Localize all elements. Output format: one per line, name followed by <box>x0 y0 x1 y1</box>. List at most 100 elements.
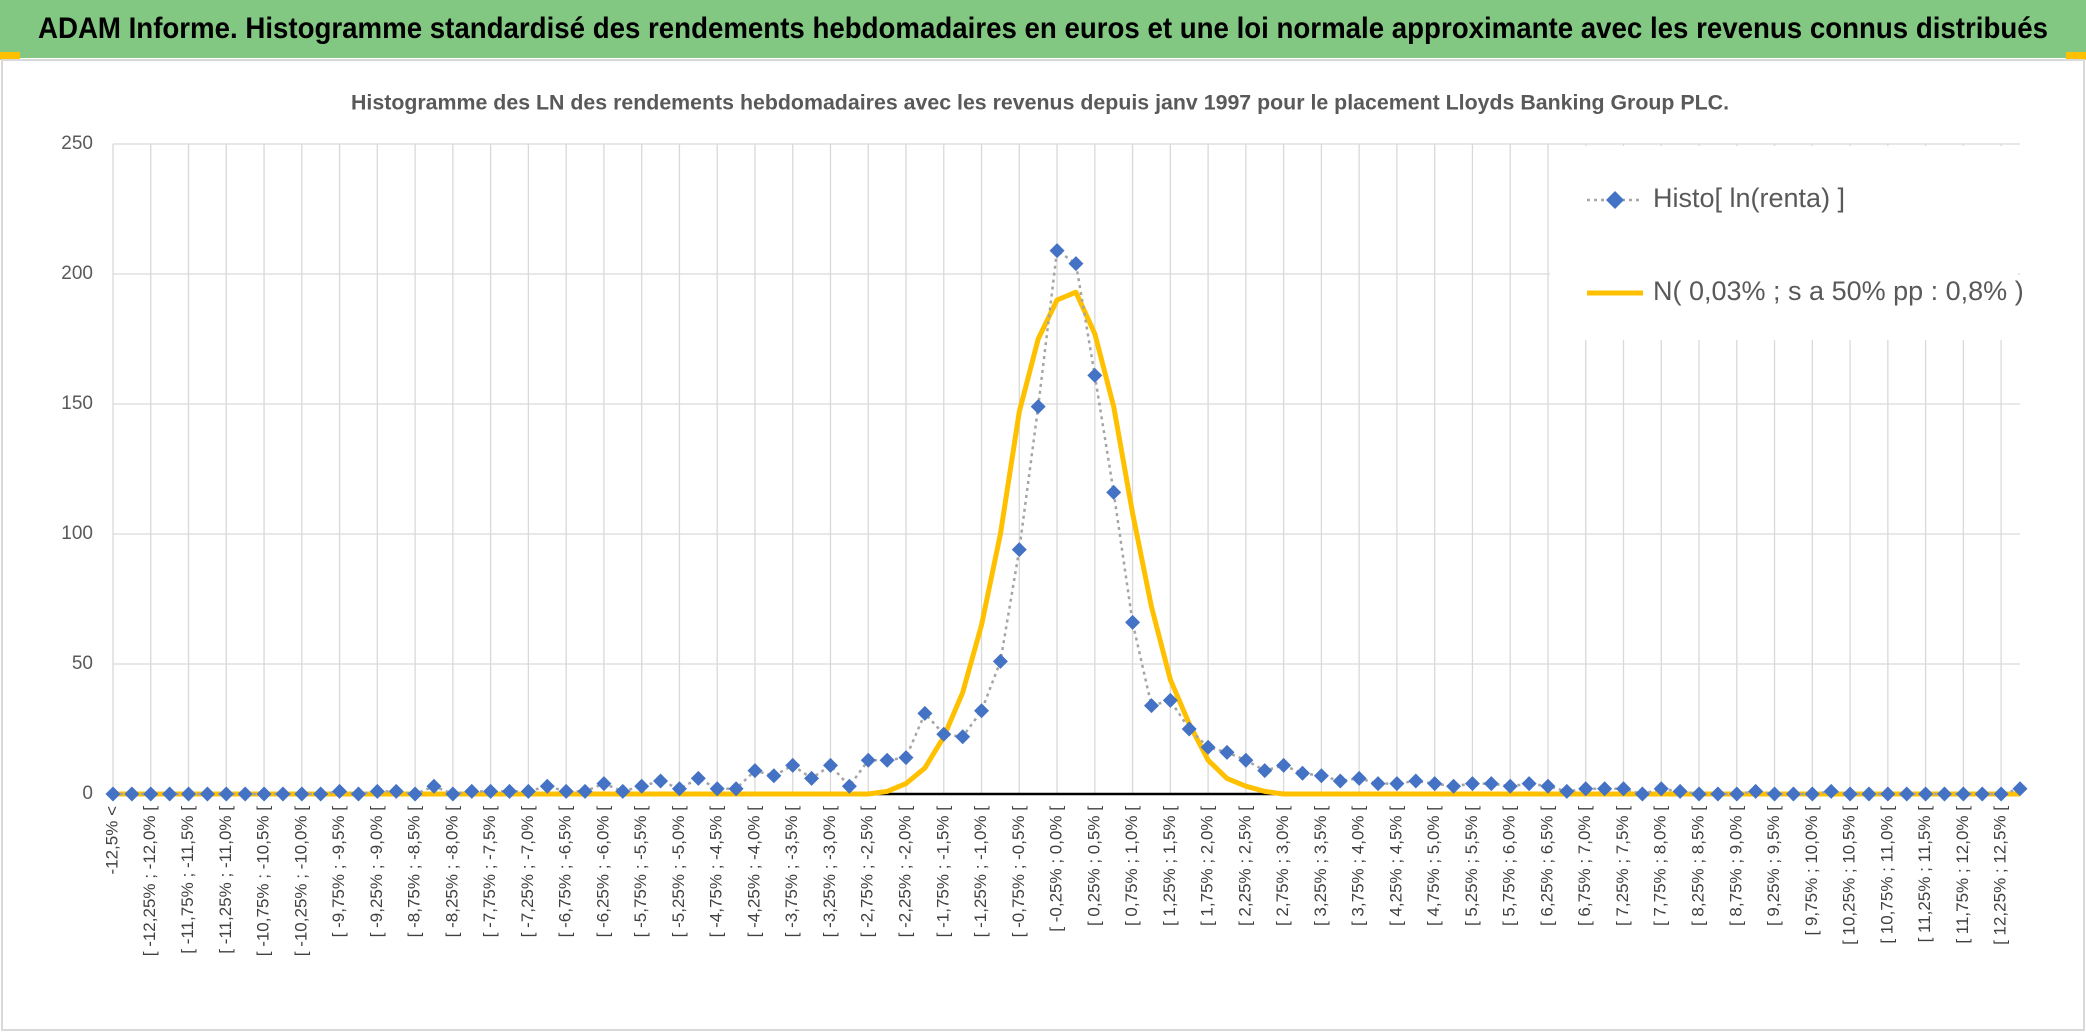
data-point <box>1502 778 1518 794</box>
data-point <box>879 752 895 768</box>
data-point <box>1125 614 1141 630</box>
data-point <box>1389 776 1405 792</box>
y-tick-label: 0 <box>82 783 93 804</box>
page-title: ADAM Informe. Histogramme standardisé de… <box>38 12 2048 45</box>
x-tick-label: [ 10,25% ; 10,5% [ <box>1840 806 1859 945</box>
data-point <box>502 783 518 799</box>
data-point <box>1370 776 1386 792</box>
x-tick-label: [ 8,25% ; 8,5% [ <box>1689 806 1708 926</box>
data-point <box>539 778 555 794</box>
x-tick-label: [ -6,25% ; -6,0% [ <box>593 806 612 938</box>
data-point <box>747 763 763 779</box>
data-point <box>1993 786 2009 802</box>
data-point <box>313 786 329 802</box>
x-tick-label: [ -8,75% ; -8,5% [ <box>405 806 424 938</box>
x-tick-label: [ -6,75% ; -6,5% [ <box>556 806 575 938</box>
data-point <box>520 783 536 799</box>
x-tick-label: [ -7,75% ; -7,5% [ <box>480 806 499 938</box>
data-point <box>1559 783 1575 799</box>
data-point <box>105 786 121 802</box>
data-point <box>1842 786 1858 802</box>
data-point <box>1653 781 1669 797</box>
data-point <box>1332 773 1348 789</box>
x-tick-label: [ 3,75% ; 4,0% [ <box>1349 806 1368 926</box>
data-point <box>1219 744 1235 760</box>
data-point <box>1936 786 1952 802</box>
data-point <box>596 776 612 792</box>
x-tick-label: -12,5% < <box>102 806 121 875</box>
data-point <box>1710 786 1726 802</box>
series-line <box>113 249 2021 796</box>
x-tick-label: [ -10,75% ; -10,5% [ <box>254 806 273 957</box>
x-tick-label: [ -3,75% ; -3,5% [ <box>782 806 801 938</box>
x-tick-label: [ 6,75% ; 7,0% [ <box>1575 806 1594 926</box>
y-tick-label: 50 <box>72 653 93 674</box>
data-point <box>1464 776 1480 792</box>
x-tick-label: [ 12,25% ; 12,5% [ <box>1991 806 2010 945</box>
x-tick-label: [ 10,75% ; 11,0% [ <box>1877 806 1896 944</box>
legend-marker <box>1606 191 1624 209</box>
x-tick-label: [ 2,75% ; 3,0% [ <box>1273 806 1292 926</box>
data-point <box>1597 781 1613 797</box>
data-point <box>1446 778 1462 794</box>
x-tick-label: [ 4,25% ; 4,5% [ <box>1386 806 1405 926</box>
x-tick-label: [ -11,25% ; -11,0% [ <box>216 806 235 954</box>
data-point <box>2012 781 2028 797</box>
data-point <box>671 781 687 797</box>
data-point <box>1955 786 1971 802</box>
header-band <box>0 0 2086 58</box>
data-point <box>841 778 857 794</box>
x-tick-label: [ -2,75% ; -2,5% [ <box>858 806 877 938</box>
data-point <box>294 786 310 802</box>
x-tick-label: [ 7,75% ; 8,0% [ <box>1651 806 1670 926</box>
x-tick-label: [ -1,25% ; -1,0% [ <box>971 806 990 938</box>
data-point <box>275 786 291 802</box>
data-point <box>1634 786 1650 802</box>
data-point <box>1918 786 1934 802</box>
chart-frame <box>1 59 2085 1031</box>
y-tick-label: 150 <box>61 393 93 414</box>
data-point <box>1162 692 1178 708</box>
data-point <box>1068 256 1084 272</box>
data-point <box>1276 757 1292 773</box>
data-point <box>1615 781 1631 797</box>
data-point <box>1351 770 1367 786</box>
x-tick-label: [ -5,75% ; -5,5% [ <box>631 806 650 938</box>
x-tick-label: [ 9,75% ; 10,0% [ <box>1802 806 1821 936</box>
data-point <box>1823 783 1839 799</box>
x-tick-label: [ -10,25% ; -10,0% [ <box>291 806 310 957</box>
x-tick-label: [ -0,25% ; 0,0% [ <box>1047 806 1066 932</box>
data-point <box>804 770 820 786</box>
data-point <box>332 783 348 799</box>
data-point <box>728 781 744 797</box>
data-point <box>1483 776 1499 792</box>
data-point <box>237 786 253 802</box>
data-point <box>898 750 914 766</box>
data-point <box>1785 786 1801 802</box>
corner-marker <box>2066 52 2086 60</box>
data-point <box>1540 778 1556 794</box>
x-tick-label: [ 5,75% ; 6,0% [ <box>1500 806 1519 926</box>
data-point <box>1257 763 1273 779</box>
data-point <box>955 729 971 745</box>
data-point <box>388 783 404 799</box>
data-point <box>822 757 838 773</box>
x-tick-label: [ 1,75% ; 2,0% [ <box>1198 806 1217 926</box>
x-tick-label: [ -7,25% ; -7,0% [ <box>518 806 537 938</box>
data-point <box>860 752 876 768</box>
x-tick-label: [ 11,75% ; 12,0% [ <box>1953 806 1972 944</box>
x-tick-label: [ -9,75% ; -9,5% [ <box>329 806 348 938</box>
x-tick-label: [ 3,25% ; 3,5% [ <box>1311 806 1330 926</box>
x-tick-label: [ 0,25% ; 0,5% [ <box>1084 806 1103 926</box>
data-point <box>1767 786 1783 802</box>
data-point <box>1181 721 1197 737</box>
data-point <box>917 705 933 721</box>
data-point <box>350 786 366 802</box>
data-point <box>1804 786 1820 802</box>
x-tick-label: [ -1,75% ; -1,5% [ <box>933 806 952 938</box>
x-tick-label: [ 7,25% ; 7,5% [ <box>1613 806 1632 926</box>
legend-label: N( 0,03% ; s a 50% pp : 0,8% ) <box>1653 276 2024 306</box>
data-point <box>974 703 990 719</box>
data-point <box>181 786 197 802</box>
